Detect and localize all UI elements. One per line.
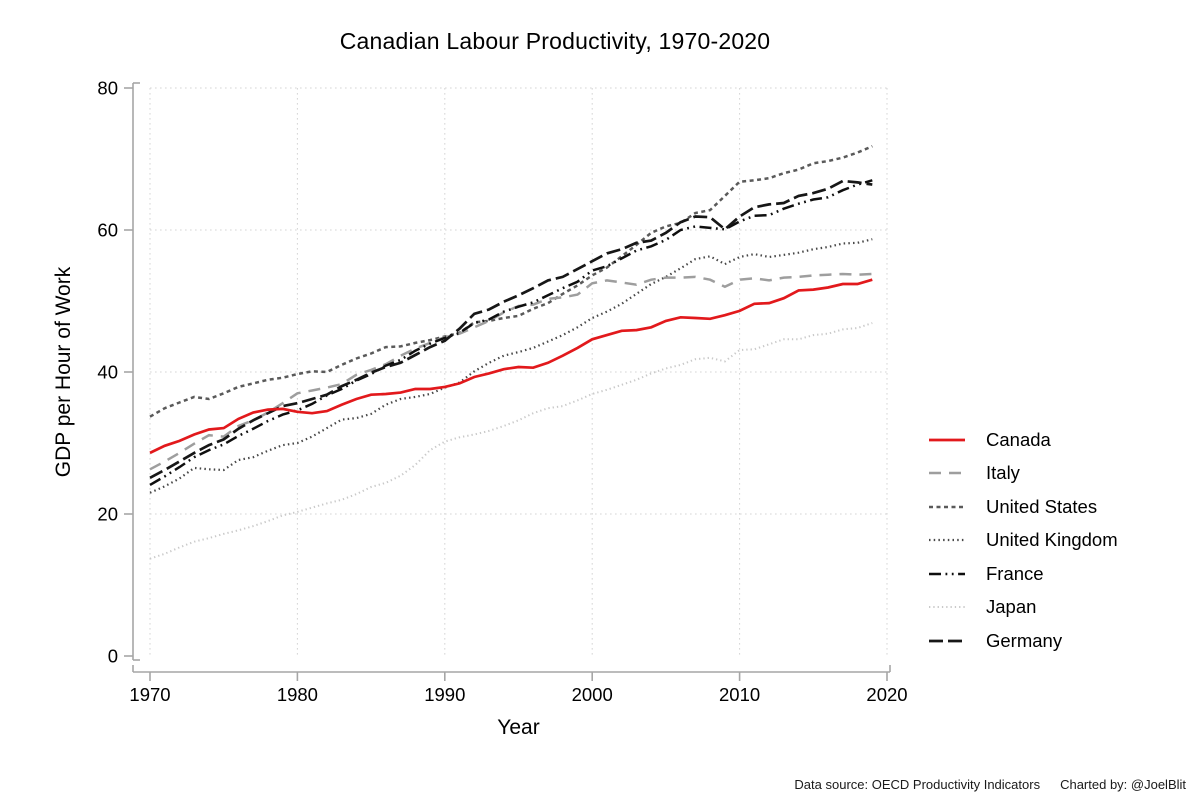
legend-label: Italy — [986, 462, 1020, 484]
x-tick-label: 2020 — [866, 684, 907, 705]
y-tick-label: 40 — [97, 362, 118, 383]
legend-item-canada: Canada — [928, 423, 1118, 457]
legend-label: France — [986, 562, 1044, 584]
chart-title: Canadian Labour Productivity, 1970-2020 — [339, 28, 771, 54]
legend-swatch-united-states — [929, 505, 965, 508]
legend-label: Canada — [986, 428, 1051, 450]
legend-label: United States — [986, 495, 1098, 517]
legend-swatch-italy — [929, 472, 965, 475]
y-tick-label: 60 — [97, 220, 118, 241]
series-line-germany — [149, 179, 873, 479]
legend-swatch-germany — [929, 639, 965, 643]
series-line-france — [149, 179, 873, 486]
y-tick-label: 80 — [97, 78, 118, 99]
legend-item-france: France — [928, 557, 1118, 591]
legend-item-italy: Italy — [928, 457, 1118, 491]
legend-label: United Kingdom — [986, 529, 1118, 551]
x-tick-label: 2000 — [572, 684, 613, 705]
legend-item-germany: Germany — [928, 624, 1118, 658]
x-tick-label: 1970 — [129, 684, 170, 705]
legend-swatch-canada — [929, 438, 965, 442]
x-axis-title: Year — [497, 716, 540, 739]
legend-label: Japan — [986, 596, 1037, 618]
legend-swatch-united-kingdom — [929, 539, 965, 542]
x-tick-label: 1990 — [424, 684, 465, 705]
data-source-text: Data source: OECD Productivity Indicator… — [794, 777, 1041, 792]
legend-item-united-states: United States — [928, 490, 1118, 524]
y-tick-label: 0 — [108, 646, 118, 667]
y-axis-title: GDP per Hour of Work — [52, 266, 75, 478]
series-line-canada — [149, 278, 873, 455]
series-line-italy — [149, 272, 873, 471]
legend-item-united-kingdom: United Kingdom — [928, 524, 1118, 558]
legend-item-japan: Japan — [928, 591, 1118, 625]
x-tick-label: 1980 — [277, 684, 318, 705]
legend-label: Germany — [986, 629, 1063, 651]
legend-swatch-france — [929, 572, 965, 575]
series-line-united-states — [149, 145, 873, 418]
y-tick-label: 20 — [97, 504, 118, 525]
footer-note: Data source: OECD Productivity Indicator… — [794, 777, 1186, 792]
x-tick-label: 2010 — [719, 684, 760, 705]
credit-text: Charted by: @JoelBlit — [1060, 777, 1186, 792]
series-line-japan — [149, 322, 873, 560]
legend-swatch-japan — [929, 606, 965, 609]
series-line-united-kingdom — [149, 238, 873, 494]
legend: Canada Italy United States United Kingdom Fr… — [928, 423, 1118, 658]
